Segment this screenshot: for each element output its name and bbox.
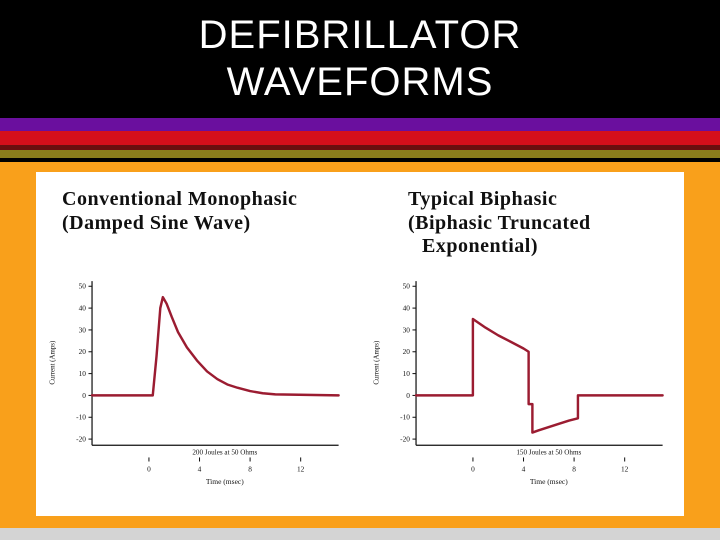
biphasic-chart-heading: Typical Biphasic (Biphasic Truncated Exp… [360, 188, 684, 268]
svg-text:40: 40 [79, 304, 87, 313]
svg-text:-20: -20 [400, 435, 410, 444]
svg-text:30: 30 [79, 325, 87, 334]
monophasic-waveform-chart: 50 40 30 20 10 0 -10 -20 0 4 8 12 Current (Amps) 200 … [49, 281, 340, 486]
decorative-stripe-black [0, 158, 720, 162]
svg-text:10: 10 [79, 369, 87, 378]
svg-text:10: 10 [403, 369, 411, 378]
svg-text:20: 20 [79, 347, 87, 356]
decorative-stripe-olive [0, 150, 720, 158]
monophasic-chart-block: Conventional Monophasic (Damped Sine Wav… [36, 172, 360, 516]
decorative-stripe-red [0, 131, 720, 145]
svg-text:-10: -10 [76, 413, 86, 422]
svg-text:8: 8 [572, 465, 576, 474]
svg-text:4: 4 [522, 465, 526, 474]
slide-title-line-2: WAVEFORMS [226, 60, 494, 104]
svg-text:8: 8 [248, 465, 252, 474]
biphasic-heading-line-1: Typical Biphasic [408, 188, 558, 210]
svg-text:Time (msec): Time (msec) [530, 477, 568, 486]
svg-text:Time (msec): Time (msec) [206, 477, 244, 486]
svg-text:-10: -10 [400, 413, 410, 422]
svg-text:-20: -20 [76, 435, 86, 444]
svg-text:0: 0 [471, 465, 475, 474]
biphasic-waveform-chart: 50 40 30 20 10 0 -10 -20 0 4 8 12 Current (Amps) 150 … [373, 281, 664, 486]
title-bar: DEFIBRILLATOR WAVEFORMS [0, 0, 720, 118]
monophasic-chart-heading: Conventional Monophasic (Damped Sine Wav… [36, 188, 360, 268]
slide-title-line-1: DEFIBRILLATOR [198, 12, 522, 57]
svg-text:200 Joules at 50 Ohms: 200 Joules at 50 Ohms [192, 448, 257, 456]
svg-text:50: 50 [79, 282, 87, 291]
decorative-stripe-maroon [0, 145, 720, 150]
decorative-stripe-purple [0, 118, 720, 131]
svg-text:50: 50 [403, 282, 411, 291]
biphasic-heading-line-3: Exponential) [422, 235, 539, 258]
svg-text:0: 0 [82, 391, 86, 400]
monophasic-heading-line-2: (Damped Sine Wave) [62, 211, 251, 234]
svg-text:Current (Amps): Current (Amps) [373, 341, 380, 385]
svg-text:Current (Amps): Current (Amps) [49, 341, 56, 385]
svg-text:12: 12 [297, 465, 305, 474]
monophasic-heading-line-1: Conventional Monophasic [62, 188, 298, 210]
svg-text:0: 0 [406, 391, 410, 400]
svg-text:20: 20 [403, 347, 411, 356]
svg-text:40: 40 [403, 304, 411, 313]
svg-text:12: 12 [621, 465, 629, 474]
bottom-edge-strip [0, 528, 720, 540]
biphasic-heading-line-2: (Biphasic Truncated [408, 211, 591, 234]
svg-text:30: 30 [403, 325, 411, 334]
svg-text:4: 4 [198, 465, 202, 474]
content-panel: Conventional Monophasic (Damped Sine Wav… [36, 172, 684, 516]
biphasic-chart-block: Typical Biphasic (Biphasic Truncated Exp… [360, 172, 684, 516]
svg-text:150 Joules at 50 Ohms: 150 Joules at 50 Ohms [516, 448, 581, 456]
svg-text:0: 0 [147, 465, 151, 474]
